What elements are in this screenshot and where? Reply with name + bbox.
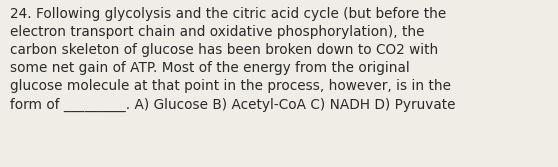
Text: 24. Following glycolysis and the citric acid cycle (but before the
electron tran: 24. Following glycolysis and the citric … xyxy=(10,7,455,112)
